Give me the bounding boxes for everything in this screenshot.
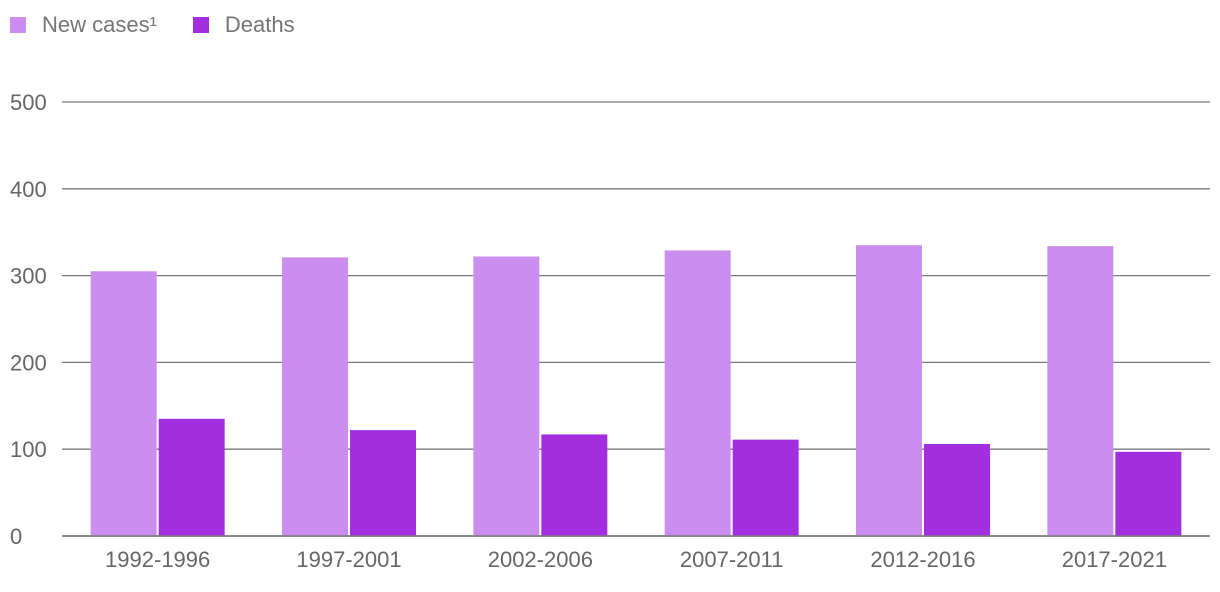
bar-deaths-1997-2001 [350, 430, 416, 536]
x-tick-label: 2007-2011 [680, 547, 784, 572]
bar-new-cases-2017-2021 [1047, 246, 1114, 536]
bar-new-cases-2002-2006 [473, 256, 540, 536]
bar-deaths-2002-2006 [541, 434, 608, 536]
legend-swatch-new-cases [10, 17, 26, 33]
y-tick-label: 100 [10, 437, 47, 462]
bar-deaths-1992-1996 [158, 418, 225, 536]
y-tick-label: 300 [10, 264, 47, 289]
bar-new-cases-2012-2016 [856, 245, 922, 536]
legend-swatch-deaths [192, 17, 209, 33]
bar-new-cases-1997-2001 [282, 257, 348, 536]
x-tick-label: 2017-2021 [1062, 547, 1167, 572]
legend-label-deaths: Deaths [224, 12, 295, 37]
bar-deaths-2007-2011 [732, 439, 799, 536]
x-tick-label: 1992-1996 [105, 547, 210, 572]
y-tick-label: 200 [10, 350, 47, 375]
x-tick-label: 1997-2001 [296, 547, 401, 572]
x-tick-label: 2012-2016 [870, 547, 975, 572]
bar-deaths-2017-2021 [1115, 451, 1182, 536]
y-tick-label: 400 [10, 177, 47, 202]
bar-new-cases-2007-2011 [664, 250, 731, 537]
chart-legend: New cases¹ Deaths [10, 12, 331, 38]
x-tick-label: 2002-2006 [488, 547, 593, 572]
y-tick-label: 0 [10, 524, 22, 549]
y-tick-label: 500 [10, 90, 47, 115]
legend-label-new-cases: New cases¹ [42, 12, 157, 37]
legend-item-deaths: Deaths [192, 12, 295, 38]
bar-deaths-2012-2016 [924, 443, 990, 536]
legend-item-new-cases: New cases¹ [10, 12, 157, 38]
bar-new-cases-1992-1996 [90, 271, 157, 536]
